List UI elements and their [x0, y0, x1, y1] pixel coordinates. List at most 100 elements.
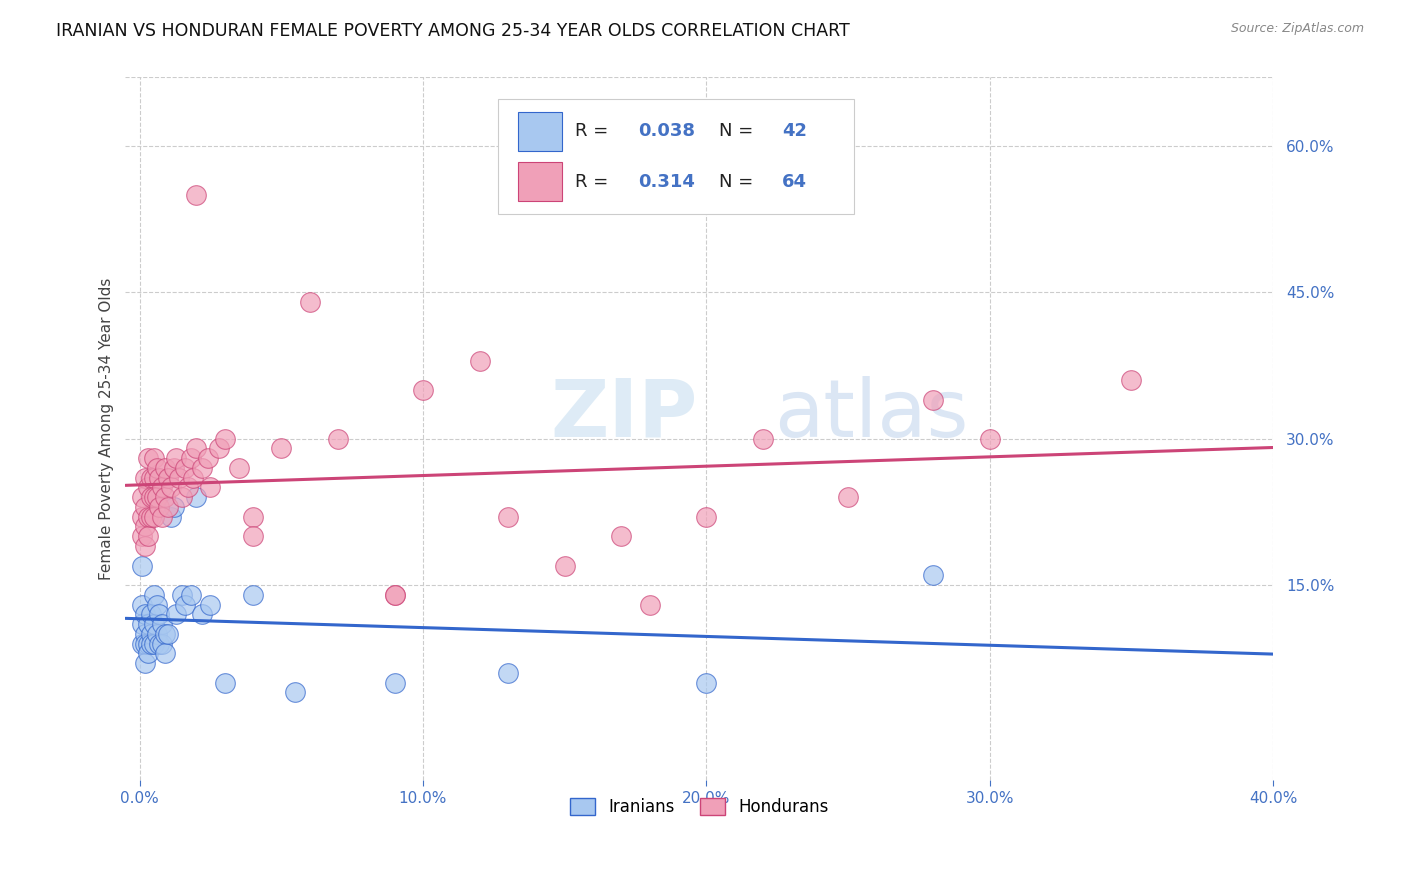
Point [142, 490, 165, 504]
Point [134, 471, 156, 485]
Point [134, 519, 156, 533]
Point [139, 627, 162, 641]
Point [142, 471, 165, 485]
Point [156, 500, 179, 514]
FancyBboxPatch shape [499, 98, 855, 214]
Point [214, 675, 236, 690]
Point [131, 490, 153, 504]
Point [242, 529, 264, 543]
Point [148, 607, 170, 622]
Point [139, 637, 162, 651]
Point [191, 461, 214, 475]
Point [752, 432, 775, 446]
Point [169, 471, 191, 485]
Point [468, 353, 491, 368]
Text: 42: 42 [782, 122, 807, 140]
Point [695, 675, 717, 690]
Point [183, 471, 205, 485]
Point [136, 637, 159, 651]
Point [922, 392, 945, 407]
Point [186, 442, 208, 456]
Point [180, 588, 202, 602]
Point [208, 442, 231, 456]
Point [136, 451, 159, 466]
Point [139, 509, 162, 524]
Point [979, 432, 1001, 446]
Point [134, 539, 156, 553]
Point [134, 627, 156, 641]
Point [186, 490, 208, 504]
Point [131, 529, 153, 543]
Text: atlas: atlas [773, 376, 969, 454]
Point [554, 558, 576, 573]
Point [156, 627, 179, 641]
Point [166, 607, 188, 622]
Text: 64: 64 [782, 172, 807, 191]
Point [200, 598, 222, 612]
Point [150, 480, 173, 494]
Point [177, 480, 200, 494]
Point [153, 490, 176, 504]
Point [131, 637, 153, 651]
Text: ZIP: ZIP [550, 376, 697, 454]
Point [145, 627, 167, 641]
Point [142, 451, 165, 466]
Bar [517, 112, 561, 151]
Point [610, 529, 633, 543]
Point [148, 471, 170, 485]
Point [142, 617, 165, 632]
Point [242, 509, 264, 524]
Point [136, 480, 159, 494]
Point [134, 656, 156, 670]
Point [172, 490, 194, 504]
Text: N =: N = [718, 122, 759, 140]
Text: Source: ZipAtlas.com: Source: ZipAtlas.com [1230, 22, 1364, 36]
Point [180, 451, 202, 466]
Point [150, 509, 173, 524]
Point [922, 568, 945, 582]
Point [153, 647, 176, 661]
Point [134, 637, 156, 651]
Point [166, 451, 188, 466]
Point [131, 617, 153, 632]
Point [496, 665, 519, 680]
Text: 0.314: 0.314 [638, 172, 696, 191]
Point [174, 461, 197, 475]
Point [200, 480, 222, 494]
Y-axis label: Female Poverty Among 25-34 Year Olds: Female Poverty Among 25-34 Year Olds [100, 277, 114, 580]
Point [695, 509, 717, 524]
Point [197, 451, 219, 466]
Point [174, 598, 197, 612]
Point [145, 461, 167, 475]
Point [191, 607, 214, 622]
Text: IRANIAN VS HONDURAN FEMALE POVERTY AMONG 25-34 YEAR OLDS CORRELATION CHART: IRANIAN VS HONDURAN FEMALE POVERTY AMONG… [56, 22, 851, 40]
Point [139, 471, 162, 485]
Point [638, 598, 661, 612]
Point [284, 685, 307, 699]
Point [326, 432, 349, 446]
Point [153, 461, 176, 475]
Point [142, 637, 165, 651]
Point [139, 607, 162, 622]
Point [384, 675, 406, 690]
Point [134, 500, 156, 514]
Text: 0.038: 0.038 [638, 122, 696, 140]
Point [1121, 373, 1143, 387]
Point [228, 461, 250, 475]
Text: N =: N = [718, 172, 759, 191]
Point [156, 471, 179, 485]
Point [150, 617, 173, 632]
Point [214, 432, 236, 446]
Point [148, 500, 170, 514]
Text: R =: R = [575, 122, 614, 140]
Point [142, 509, 165, 524]
Point [131, 558, 153, 573]
Text: R =: R = [575, 172, 620, 191]
Point [150, 637, 173, 651]
Point [384, 588, 406, 602]
Point [172, 588, 194, 602]
Point [384, 588, 406, 602]
Point [163, 500, 186, 514]
Point [145, 598, 167, 612]
Point [131, 509, 153, 524]
